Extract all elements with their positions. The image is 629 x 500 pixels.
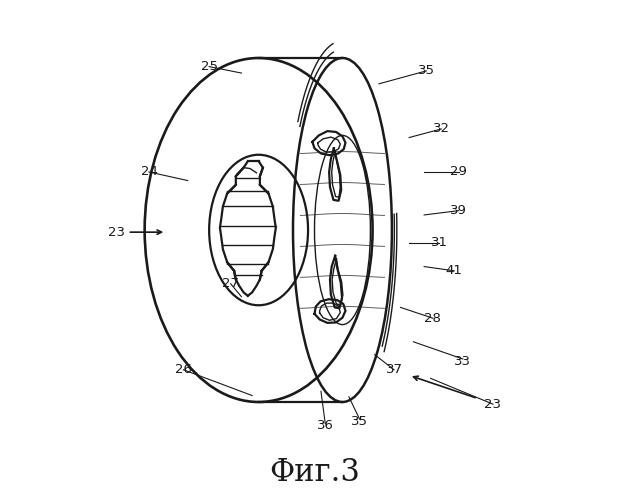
Text: 37: 37 (386, 363, 403, 376)
Text: 33: 33 (454, 354, 471, 368)
Text: 23: 23 (484, 398, 501, 410)
Text: 41: 41 (446, 264, 463, 278)
Text: 32: 32 (433, 122, 450, 136)
Text: 39: 39 (450, 204, 467, 217)
Text: 28: 28 (425, 312, 441, 324)
Text: 25: 25 (201, 60, 218, 73)
Text: 31: 31 (431, 236, 448, 250)
Text: 36: 36 (317, 419, 334, 432)
Text: 35: 35 (418, 64, 435, 78)
Text: 29: 29 (450, 166, 467, 178)
Text: 27: 27 (222, 277, 239, 290)
Text: 23: 23 (108, 226, 125, 238)
Text: 26: 26 (175, 363, 192, 376)
Text: 35: 35 (351, 415, 368, 428)
Text: Фиг.3: Фиг.3 (269, 457, 360, 488)
Text: 24: 24 (140, 166, 157, 178)
